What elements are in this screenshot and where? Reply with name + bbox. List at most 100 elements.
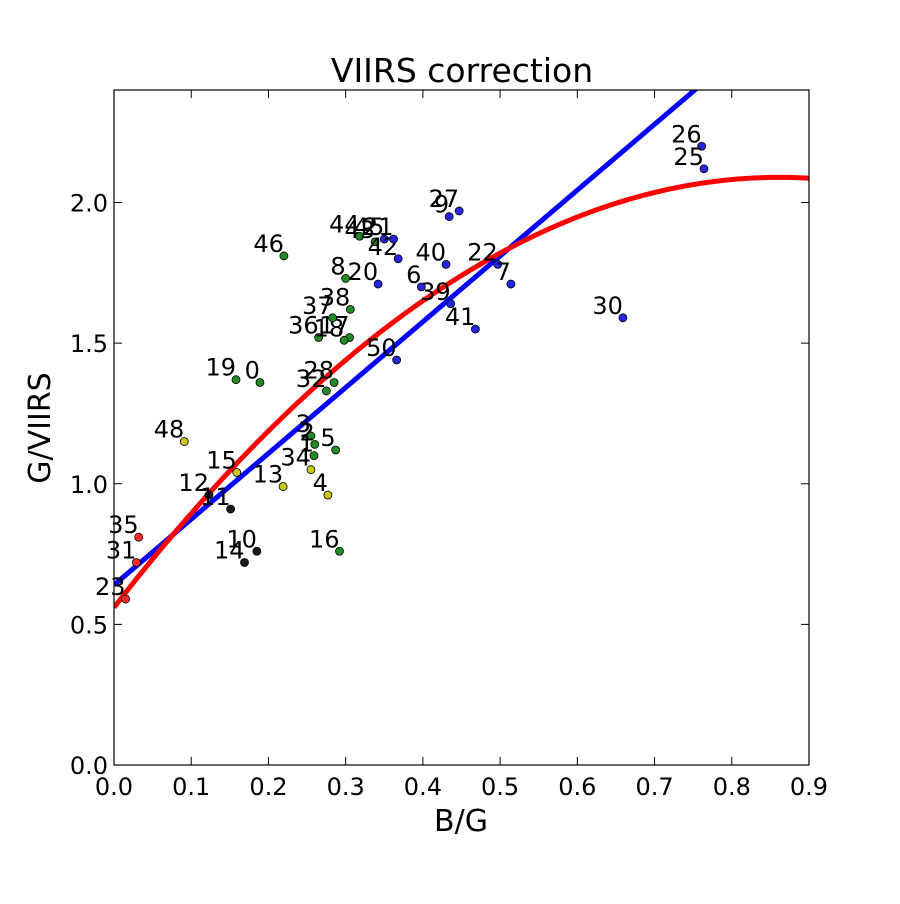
point-label-13: 13 — [253, 461, 284, 489]
x-tick-label: 0.3 — [327, 773, 365, 801]
data-point-4 — [323, 490, 333, 500]
data-point-11 — [226, 504, 236, 514]
data-point-31 — [131, 558, 141, 567]
data-point-44 — [355, 231, 364, 241]
x-tick-label: 0.5 — [481, 773, 519, 801]
axis-ticks: 0.0 0.1 0.2 0.3 0.4 0.5 0.6 0.7 0.8 0.9 0.0 0.5 1.0 1… — [70, 90, 828, 801]
x-tick-label: 0.7 — [635, 773, 673, 801]
point-label-4: 4 — [313, 469, 328, 497]
data-point-20 — [373, 279, 383, 289]
data-point-6 — [416, 282, 426, 292]
data-point-46 — [279, 251, 289, 261]
point-label-34: 34 — [280, 444, 311, 472]
point-label-3: 3 — [296, 410, 311, 438]
data-point-26 — [697, 141, 707, 151]
x-tick-label: 0.2 — [249, 773, 287, 801]
data-point-21 — [389, 234, 398, 244]
y-axis-label: G/VIIRS — [23, 372, 58, 483]
y-tick-label: 0.0 — [70, 752, 108, 780]
data-point-5 — [331, 445, 341, 455]
point-label-43: 43 — [344, 216, 375, 244]
point-label-27: 27 — [429, 185, 460, 213]
data-point-25 — [699, 164, 709, 174]
data-point-40 — [441, 259, 451, 269]
data-point-23 — [121, 594, 130, 604]
data-point-41 — [470, 324, 480, 334]
plot-frame — [113, 89, 810, 766]
point-label-14: 14 — [214, 537, 245, 565]
point-label-44: 44 — [329, 210, 360, 238]
data-point-3 — [306, 431, 316, 441]
data-point-14 — [240, 558, 249, 567]
point-label-2: 2 — [299, 418, 314, 446]
data-point-7 — [506, 279, 516, 289]
data-point-22 — [493, 259, 503, 269]
point-label-20: 20 — [348, 258, 379, 286]
data-point-48 — [179, 437, 189, 446]
point-label-8: 8 — [330, 252, 345, 280]
point-label-38: 38 — [320, 283, 351, 311]
data-point-28 — [329, 378, 339, 387]
point-label-45: 45 — [354, 213, 385, 241]
point-label-1: 1 — [299, 430, 314, 458]
x-tick-label: 0.9 — [790, 773, 828, 801]
y-tick-label: 1.5 — [70, 330, 108, 358]
data-point-8 — [341, 274, 351, 283]
point-label-37: 37 — [302, 292, 333, 320]
point-label-9: 9 — [434, 191, 449, 219]
point-label-50: 50 — [366, 334, 397, 362]
chart-title: VIIRS correction — [331, 51, 593, 90]
data-point-15 — [232, 468, 242, 477]
data-point-32 — [321, 386, 331, 396]
x-tick-label: 0.8 — [713, 773, 751, 801]
point-label-39: 39 — [420, 278, 451, 306]
point-label-6: 6 — [406, 261, 421, 289]
data-point-1 — [309, 451, 319, 461]
data-point-18 — [339, 335, 349, 345]
data-point-34 — [306, 465, 316, 475]
quadratic-fit-line — [114, 174, 809, 610]
point-label-26: 26 — [671, 120, 702, 148]
x-tick-label: 0.4 — [404, 773, 442, 801]
point-label-41: 41 — [445, 303, 476, 331]
point-label-10: 10 — [226, 525, 257, 553]
y-tick-label: 1.0 — [70, 471, 108, 499]
point-label-28: 28 — [304, 357, 335, 385]
data-point-37 — [328, 313, 337, 323]
x-axis-label: B/G — [434, 804, 488, 839]
data-point-10 — [252, 546, 262, 556]
point-label-36: 36 — [288, 312, 319, 340]
data-point-13 — [278, 482, 288, 491]
point-label-21: 21 — [363, 213, 394, 241]
data-point-45 — [379, 234, 389, 244]
data-point-16 — [335, 546, 344, 556]
point-label-32: 32 — [296, 365, 327, 393]
data-point-9 — [444, 212, 454, 221]
point-label-31: 31 — [106, 537, 137, 565]
point-label-35: 35 — [108, 511, 139, 539]
data-point-39 — [446, 299, 456, 309]
point-label-19: 19 — [205, 354, 236, 382]
data-point-27 — [454, 206, 464, 216]
point-label-7: 7 — [496, 258, 511, 286]
x-tick-label: 0.6 — [558, 773, 596, 801]
point-label-46: 46 — [253, 230, 284, 258]
point-label-22: 22 — [467, 238, 498, 266]
point-label-5: 5 — [320, 424, 335, 452]
point-label-23: 23 — [95, 573, 126, 601]
point-label-11: 11 — [200, 483, 231, 511]
data-point-38 — [345, 304, 355, 314]
point-label-48: 48 — [154, 416, 185, 444]
data-point-42 — [393, 254, 403, 264]
data-point-12 — [204, 490, 214, 500]
point-label-15: 15 — [206, 447, 237, 475]
y-tick-label: 0.5 — [70, 611, 108, 639]
x-tick-label: 0.1 — [172, 773, 210, 801]
point-label-16: 16 — [309, 525, 340, 553]
point-label-12: 12 — [178, 469, 209, 497]
x-tick-label: 0.0 — [95, 773, 133, 801]
data-point-2 — [310, 439, 320, 449]
